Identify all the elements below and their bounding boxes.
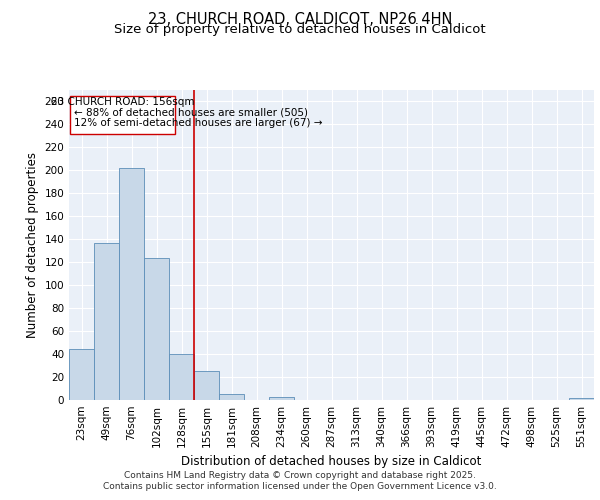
Text: 12% of semi-detached houses are larger (67) →: 12% of semi-detached houses are larger (… [74, 118, 323, 128]
Text: Contains public sector information licensed under the Open Government Licence v3: Contains public sector information licen… [103, 482, 497, 491]
Text: Size of property relative to detached houses in Caldicot: Size of property relative to detached ho… [114, 24, 486, 36]
Bar [94, 242, 119, 400]
Text: Contains HM Land Registry data © Crown copyright and database right 2025.: Contains HM Land Registry data © Crown c… [124, 471, 476, 480]
Text: 23 CHURCH ROAD: 156sqm: 23 CHURCH ROAD: 156sqm [51, 97, 194, 107]
Bar [569, 398, 594, 400]
Text: 23, CHURCH ROAD, CALDICOT, NP26 4HN: 23, CHURCH ROAD, CALDICOT, NP26 4HN [148, 12, 452, 28]
Y-axis label: Number of detached properties: Number of detached properties [26, 152, 39, 338]
Bar [169, 354, 194, 400]
Bar [219, 394, 244, 400]
Bar [269, 396, 294, 400]
Text: ← 88% of detached houses are smaller (505): ← 88% of detached houses are smaller (50… [74, 108, 308, 118]
Bar [194, 372, 219, 400]
Bar [144, 258, 169, 400]
FancyBboxPatch shape [70, 96, 175, 134]
Bar [119, 168, 144, 400]
X-axis label: Distribution of detached houses by size in Caldicot: Distribution of detached houses by size … [181, 456, 482, 468]
Bar [69, 350, 94, 400]
